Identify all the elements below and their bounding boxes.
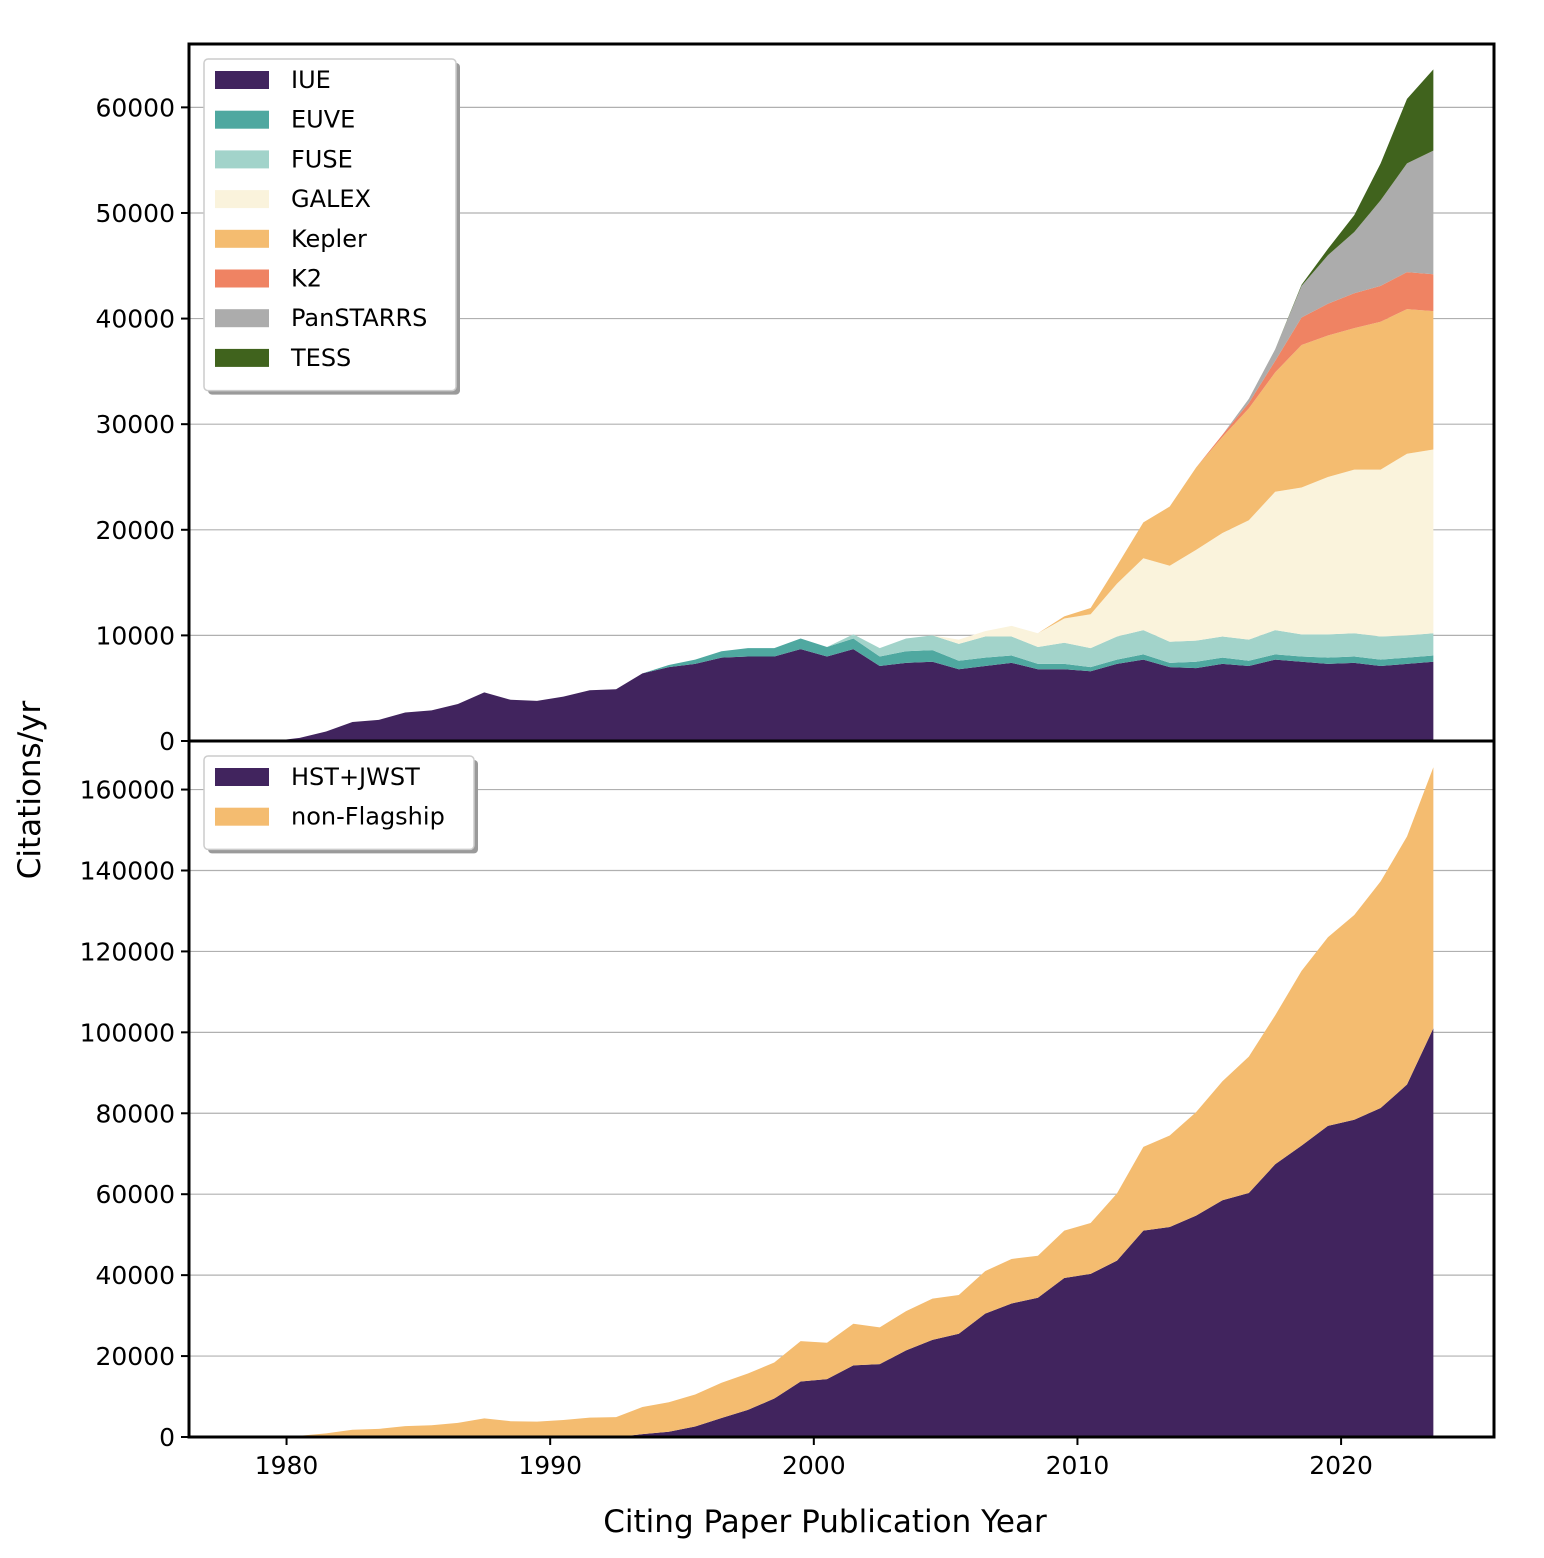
y-tick-label: 100000: [80, 1018, 175, 1047]
x-axis-label: Citing Paper Publication Year: [603, 1504, 1047, 1540]
legend-label: HST+JWST: [291, 763, 420, 791]
y-tick-label: 30000: [95, 410, 175, 439]
legend-label: FUSE: [291, 145, 353, 173]
x-tick-label: 2000: [782, 1451, 846, 1480]
top-panel: 0 10000 20000 30000 40000 50000 60000 IUE EUVE FU…: [95, 42, 1496, 756]
y-tick-label: 160000: [80, 776, 175, 805]
legend-swatch: [215, 229, 269, 248]
legend-label: K2: [291, 265, 322, 293]
legend-box: [203, 58, 457, 392]
y-tick-label: 20000: [95, 1342, 175, 1371]
y-tick-label: 140000: [80, 856, 175, 885]
legend-label: PanSTARRS: [291, 304, 427, 332]
y-tick-label: 0: [159, 1423, 175, 1452]
legend-swatch: [215, 71, 269, 89]
legend-swatch: [215, 190, 269, 209]
y-tick-label: 40000: [95, 1261, 175, 1290]
x-tick-label: 2010: [1046, 1451, 1110, 1480]
y-axis-label: Citations/yr: [12, 701, 48, 880]
legend-swatch: [215, 269, 269, 288]
y-tick-label: 20000: [95, 516, 175, 545]
legend-label: Kepler: [291, 225, 367, 253]
plot-frame: [187, 739, 1496, 1439]
legend-label: non-Flagship: [291, 803, 445, 831]
area-galex: [247, 449, 1434, 741]
area-iue: [247, 649, 1434, 741]
y-tick-label: 120000: [80, 937, 175, 966]
area-kepler: [247, 309, 1434, 741]
legend-label: EUVE: [291, 106, 355, 134]
legend-swatch: [215, 348, 269, 367]
y-tick-label: 60000: [95, 1180, 175, 1209]
y-tick-label: 60000: [95, 93, 175, 122]
legend: HST+JWST non-Flagship: [203, 755, 478, 854]
x-tick-label: 1990: [518, 1451, 582, 1480]
x-tick-label: 1980: [255, 1451, 319, 1480]
legend-swatch: [215, 309, 269, 328]
area-hst-jwst: [247, 1028, 1434, 1437]
legend-label: GALEX: [291, 185, 371, 213]
legend-box: [203, 755, 475, 851]
area-k2: [247, 272, 1434, 741]
legend-swatch: [215, 150, 269, 169]
y-tick-label: 80000: [95, 1099, 175, 1128]
y-tick-label: 50000: [95, 199, 175, 228]
area-fuse: [247, 630, 1434, 741]
y-tick-label: 40000: [95, 305, 175, 334]
legend: IUE EUVE FUSE GALEX Kepler K2 PanSTARRS TESS: [203, 58, 460, 395]
legend-swatch: [215, 110, 269, 129]
legend-label: TESS: [290, 344, 351, 372]
y-tick-label: 0: [159, 727, 175, 756]
legend-swatch: [215, 807, 269, 826]
legend-swatch: [215, 768, 269, 786]
legend-label: IUE: [291, 66, 331, 94]
bottom-panel: 0 20000 40000 60000 80000 100000 120000 140000 1…: [80, 739, 1496, 1480]
y-tick-label: 10000: [95, 621, 175, 650]
x-tick-label: 2020: [1309, 1451, 1373, 1480]
